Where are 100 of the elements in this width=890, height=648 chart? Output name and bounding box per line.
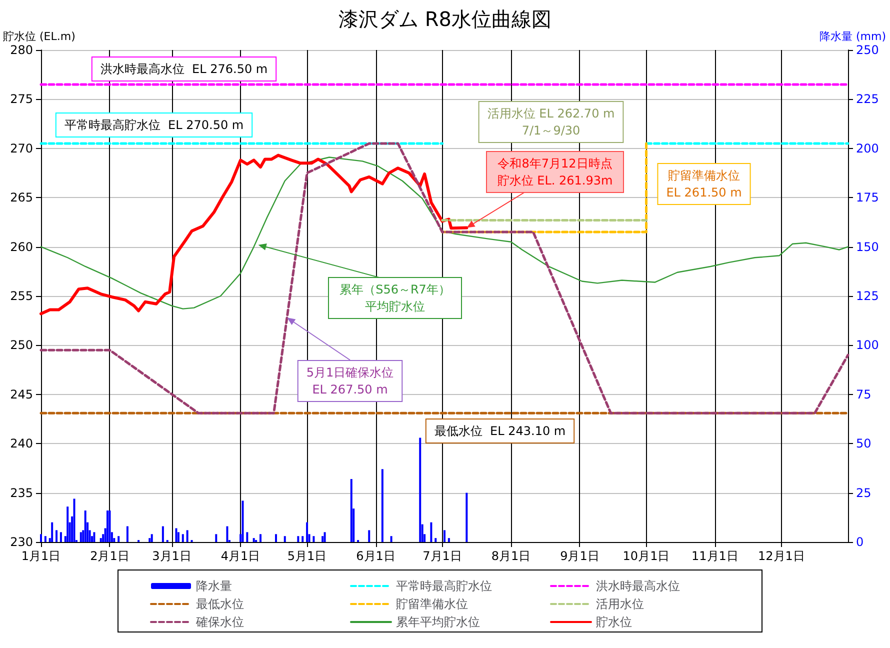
bar [51, 522, 54, 542]
bar [177, 532, 180, 542]
x-tick-label: 7月1日 [422, 549, 462, 563]
x-tick-label: 3月1日 [152, 549, 192, 563]
y-tick-label: 230 [10, 535, 33, 549]
bar [80, 532, 82, 542]
bar [419, 438, 422, 542]
y-axis-title: 貯水位 (EL.m) [3, 30, 76, 43]
bar [84, 510, 86, 542]
y-tick-label: 275 [10, 92, 33, 106]
x-tick-label: 11月1日 [692, 549, 738, 563]
bar [215, 534, 218, 542]
y2-tick-label: 250 [856, 43, 879, 57]
bar [66, 506, 69, 542]
bar [312, 536, 315, 542]
bar [186, 530, 188, 542]
bar [175, 528, 178, 542]
x-tick-label: 6月1日 [356, 549, 396, 563]
bar [297, 536, 300, 542]
bar [430, 522, 432, 542]
bar [350, 479, 352, 542]
bar [150, 534, 153, 542]
bar [60, 532, 62, 542]
bar [118, 536, 120, 542]
bar [148, 538, 151, 542]
y2-tick-label: 100 [856, 338, 879, 352]
bar [434, 538, 437, 542]
bar [106, 510, 109, 542]
x-tick-label: 10月1日 [622, 549, 670, 563]
y2-tick-label: 50 [856, 436, 872, 451]
legend-label: 最低水位 [196, 597, 244, 611]
bar [368, 530, 370, 542]
bar [242, 500, 244, 542]
y2-tick-label: 200 [856, 141, 879, 156]
bar [302, 536, 304, 542]
x-tick-label: 5月1日 [287, 549, 327, 563]
bar [306, 522, 308, 542]
bar [390, 536, 392, 542]
bar [40, 534, 42, 542]
x-tick-label: 8月1日 [491, 549, 531, 563]
bar [100, 538, 102, 542]
bar [324, 532, 326, 542]
annotation: 令和8年7月12日時点貯水位 EL. 261.93m [497, 156, 613, 188]
bar [246, 532, 248, 542]
bar [275, 534, 278, 542]
y-tick-label: 240 [10, 436, 33, 451]
bar [108, 510, 111, 542]
chart-title: 漆沢ダム R8水位曲線図 [338, 7, 552, 31]
y2-tick-label: 0 [856, 535, 864, 549]
bar [448, 538, 450, 542]
legend-label: 累年平均貯水位 [396, 615, 480, 629]
y2-tick-label: 25 [856, 486, 872, 500]
annotation: 5月1日確保水位 EL 267.50 m [306, 366, 394, 396]
bar [93, 532, 96, 542]
y2-tick-label: 75 [856, 387, 872, 402]
legend-label: 確保水位 [195, 615, 244, 629]
annotation: 平常時最高貯水位 EL 270.50 m [64, 118, 244, 132]
legend-label: 活用水位 [596, 597, 644, 611]
y-tick-label: 245 [10, 387, 33, 402]
bar [381, 469, 384, 542]
bar [284, 536, 286, 542]
bar [226, 526, 228, 542]
y-tick-label: 255 [10, 289, 33, 303]
legend-label: 貯水位 [596, 615, 632, 629]
y-tick-label: 280 [10, 43, 33, 57]
y2-axis-title: 降水量 (mm) [819, 30, 886, 43]
bar [466, 492, 468, 542]
bar [444, 530, 446, 542]
bar [126, 526, 128, 542]
y-tick-label: 235 [10, 486, 33, 500]
bar [162, 526, 164, 542]
legend-label: 洪水時最高水位 [596, 579, 680, 593]
bar [44, 536, 46, 542]
bar [182, 534, 184, 542]
y2-tick-label: 175 [856, 190, 879, 205]
annotation: 貯留準備水位 EL 261.50 m [666, 168, 742, 200]
y-tick-label: 250 [10, 338, 33, 352]
y-tick-label: 260 [10, 240, 33, 254]
legend-label: 降水量 [196, 579, 232, 593]
annotation: 累年（S56～R7年）平均貯水位 [340, 282, 450, 314]
annotation: 活用水位 EL 262.70 m 7/1～9/30 [487, 106, 615, 138]
legend-label: 貯留準備水位 [396, 597, 468, 611]
y2-tick-label: 225 [856, 92, 879, 106]
y-tick-label: 265 [10, 190, 33, 205]
x-tick-label: 2月1日 [90, 549, 130, 563]
y-tick-label: 270 [10, 141, 33, 156]
y2-tick-label: 150 [856, 240, 879, 254]
x-tick-label: 1月1日 [21, 549, 61, 563]
bar [252, 538, 255, 542]
x-tick-label: 4月1日 [220, 549, 260, 563]
x-tick-label: 12月1日 [758, 549, 805, 563]
bar [259, 534, 262, 542]
legend-label: 平常時最高貯水位 [396, 579, 492, 593]
x-tick-label: 9月1日 [560, 549, 600, 563]
bar [56, 530, 58, 542]
y2-tick-label: 125 [856, 289, 879, 303]
annotation: 最低水位 EL 243.10 m [434, 424, 566, 438]
annotation: 洪水時最高水位 EL 276.50 m [100, 62, 268, 76]
bar [322, 536, 324, 542]
bar [73, 498, 76, 542]
